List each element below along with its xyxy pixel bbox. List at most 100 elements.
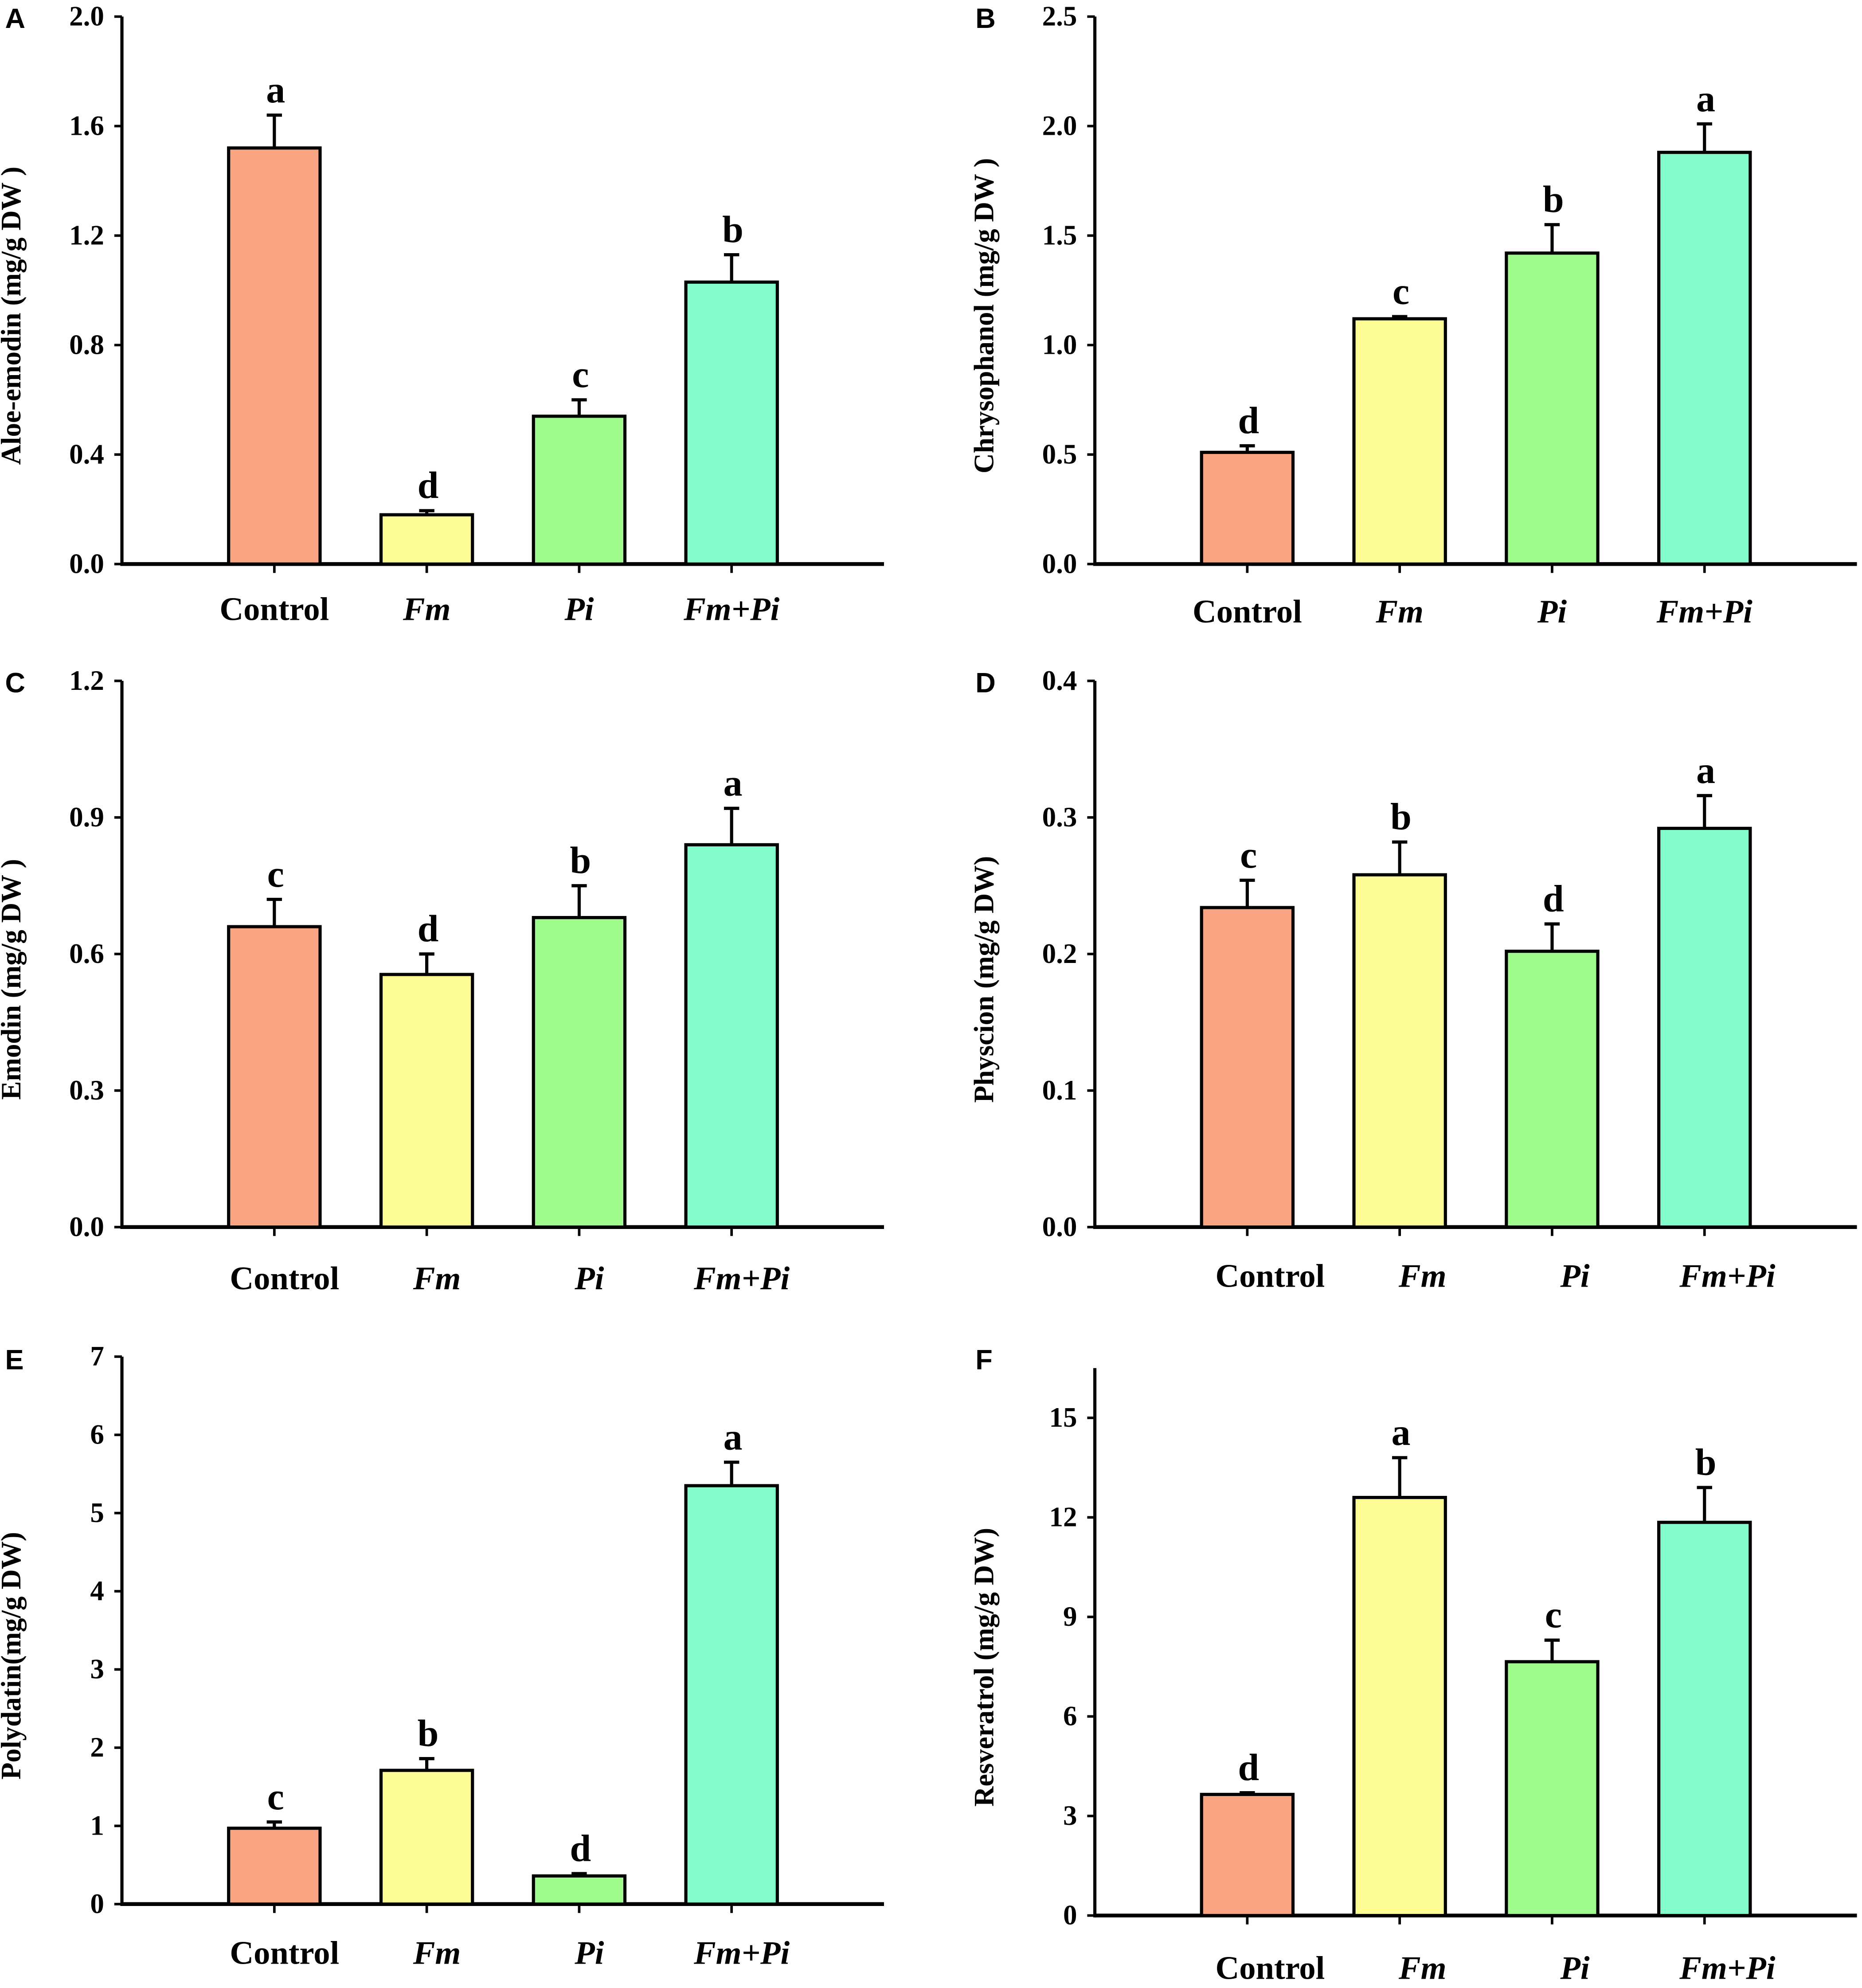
y-tick-label: 5 (90, 1497, 104, 1528)
y-axis-label: Emodin (mg/g DW ) (0, 859, 27, 1100)
x-category-label: Pi (1537, 594, 1567, 630)
y-tick-label: 0.6 (69, 938, 104, 969)
y-tick-label: 2.5 (1042, 0, 1077, 31)
x-category-label: Fm (413, 1935, 461, 1971)
significance-letter: b (1390, 795, 1412, 838)
bar-pi (1505, 1660, 1600, 1918)
significance-letter: c (267, 853, 284, 895)
y-tick-label: 3 (1063, 1800, 1077, 1831)
bar-fm-pi (1657, 826, 1752, 1229)
x-category-label: Pi (1560, 1950, 1589, 1987)
y-tick-label: 0.0 (1042, 1211, 1077, 1242)
y-tick-label: 2 (90, 1732, 104, 1763)
panel-B: B 0.0 0.5 1.0 1.5 2.0 2.5 Chrysophanol (mg/g DW… (968, 0, 1857, 630)
significance-letter: c (1545, 1593, 1562, 1636)
y-tick-label: 0.2 (1042, 938, 1077, 969)
significance-letter: d (570, 1827, 591, 1869)
bar-pi (532, 916, 627, 1229)
significance-letter: b (1543, 178, 1564, 220)
panel-letter: A (5, 3, 25, 34)
y-tick-label: 2.0 (1042, 110, 1077, 141)
y-axis-label: Aloe-emodin (mg/g DW ) (0, 167, 27, 465)
y-tick-label: 1.2 (69, 665, 104, 696)
bar-fm-pi (1657, 1521, 1752, 1918)
significance-letter: d (1238, 399, 1259, 442)
y-tick-label: 15 (1049, 1402, 1077, 1433)
bar-fm (1352, 873, 1447, 1229)
bar-fm (1352, 317, 1447, 566)
significance-letter: d (418, 464, 439, 506)
significance-letter: b (570, 839, 591, 881)
x-category-label: Fm (1398, 1950, 1447, 1987)
x-category-label: Control (219, 591, 329, 627)
panel-E: E 0 1 2 3 4 5 6 7 Polydatin(mg/g DW) c Control b Fm d P… (0, 1341, 884, 1971)
y-tick-label: 1.2 (69, 219, 104, 250)
x-category-label: Pi (574, 1935, 604, 1971)
y-tick-label: 1 (90, 1810, 104, 1841)
y-tick-label: 2.0 (69, 0, 104, 31)
x-category-label: Fm (1398, 1258, 1447, 1294)
x-category-label: Fm (403, 591, 451, 627)
significance-letter: a (1392, 1411, 1411, 1453)
x-category-label: Fm (413, 1260, 461, 1297)
x-category-label: Fm (1375, 594, 1424, 630)
bar-pi (1505, 251, 1600, 566)
y-tick-label: 0.5 (1042, 438, 1077, 470)
bar-fm (379, 1769, 474, 1906)
significance-letter: a (724, 762, 743, 804)
panel-letter: F (975, 1345, 993, 1376)
bar-pi (532, 415, 627, 566)
bar-control (1200, 450, 1295, 566)
y-tick-label: 0.0 (1042, 548, 1077, 579)
panel-C: C 0.0 0.3 0.6 0.9 1.2 Emodin (mg/g DW ) c Contro… (0, 665, 884, 1297)
y-tick-label: 9 (1063, 1601, 1077, 1632)
panel-letter: B (975, 3, 996, 34)
y-tick-label: 12 (1049, 1502, 1077, 1533)
bar-fm-pi (684, 843, 779, 1229)
y-axis-label: Resveratrol (mg/g DW) (968, 1528, 999, 1807)
y-tick-label: 0.0 (69, 548, 104, 579)
y-tick-label: 6 (90, 1419, 104, 1450)
y-tick-label: 0.1 (1042, 1075, 1077, 1106)
panel-letter: E (5, 1345, 23, 1376)
bar-pi (1505, 950, 1600, 1229)
x-category-label: Fm+Pi (693, 1935, 790, 1971)
significance-letter: c (572, 353, 589, 395)
y-tick-label: 0 (1063, 1900, 1077, 1931)
bar-control (227, 1827, 322, 1906)
x-category-label: Fm+Pi (693, 1260, 790, 1297)
panel-letter: C (5, 668, 25, 699)
y-tick-label: 1.6 (69, 110, 104, 141)
y-axis-label: Chrysophanol (mg/g DW ) (968, 158, 999, 473)
y-tick-label: 3 (90, 1654, 104, 1685)
y-tick-label: 0.3 (1042, 802, 1077, 833)
x-category-label: Pi (564, 591, 594, 627)
x-category-label: Control (1216, 1258, 1325, 1294)
bar-fm-pi (684, 1484, 779, 1906)
panel-letter: D (975, 668, 996, 699)
x-category-label: Fm+Pi (1656, 594, 1753, 630)
significance-letter: d (1543, 877, 1564, 920)
panel-D: D 0.0 0.1 0.2 0.3 0.4 Physcion (mg/g DW) c Contr… (968, 665, 1857, 1294)
significance-letter: a (724, 1415, 743, 1458)
x-category-label: Fm+Pi (1679, 1258, 1776, 1294)
bar-fm (379, 513, 474, 566)
significance-letter: a (1696, 749, 1715, 791)
significance-letter: a (1696, 77, 1715, 120)
significance-letter: b (722, 208, 743, 250)
bar-control (227, 925, 322, 1229)
y-tick-label: 0.0 (69, 1211, 104, 1242)
x-category-label: Pi (1560, 1258, 1589, 1294)
y-tick-label: 0.8 (69, 329, 104, 360)
x-category-label: Control (1216, 1950, 1325, 1987)
x-category-label: Control (230, 1260, 339, 1297)
significance-letter: b (1695, 1440, 1717, 1483)
y-tick-label: 0.4 (1042, 665, 1077, 696)
significance-letter: b (418, 1712, 439, 1754)
significance-letter: a (266, 68, 285, 111)
y-tick-label: 1.0 (1042, 329, 1077, 360)
significance-letter: d (418, 907, 439, 950)
y-tick-label: 1.5 (1042, 219, 1077, 250)
y-tick-label: 4 (90, 1575, 104, 1606)
